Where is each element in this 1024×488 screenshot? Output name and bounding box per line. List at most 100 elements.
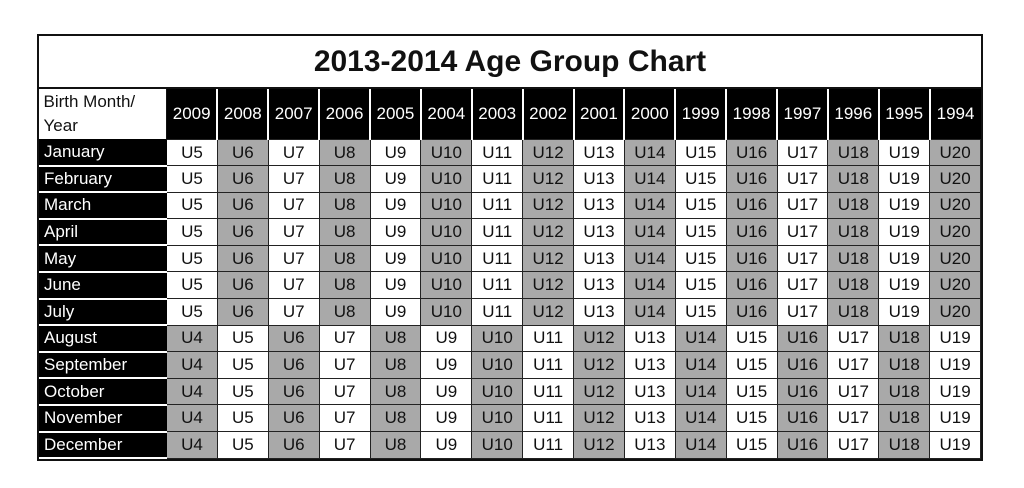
age-group-cell: U12 xyxy=(522,165,574,193)
age-group-cell: U18 xyxy=(827,244,880,273)
month-label: February xyxy=(39,165,167,194)
age-group-cell: U17 xyxy=(827,351,880,379)
age-group-cell: U7 xyxy=(267,165,320,193)
age-group-cell: U6 xyxy=(216,165,269,193)
month-label: November xyxy=(39,404,167,433)
age-group-cell: U12 xyxy=(522,298,574,326)
age-group-cell: U6 xyxy=(267,431,320,459)
age-group-cell: U15 xyxy=(725,351,778,379)
age-group-cell: U6 xyxy=(216,218,269,246)
age-group-cell: U10 xyxy=(420,298,473,326)
age-group-cell: U7 xyxy=(318,431,371,459)
age-group-cell: U14 xyxy=(674,377,727,406)
age-group-cell: U20 xyxy=(929,165,981,193)
age-group-cell: U15 xyxy=(674,138,727,167)
age-group-cell: U19 xyxy=(929,404,981,433)
age-group-cell: U19 xyxy=(929,377,981,406)
age-group-cell: U12 xyxy=(573,404,625,433)
age-group-cell: U18 xyxy=(878,431,931,459)
age-group-cell: U11 xyxy=(522,431,574,459)
age-group-cell: U10 xyxy=(420,218,473,246)
corner-label: Birth Month/ Year xyxy=(39,89,167,140)
age-group-cell: U8 xyxy=(318,191,371,220)
age-group-cell: U5 xyxy=(166,271,218,300)
age-group-cell: U16 xyxy=(776,351,829,379)
year-header: 1994 xyxy=(929,89,981,140)
age-group-cell: U7 xyxy=(318,324,371,353)
age-group-cell: U16 xyxy=(725,138,778,167)
year-header: 2005 xyxy=(370,89,422,140)
age-group-cell: U9 xyxy=(420,324,473,353)
age-group-cell: U6 xyxy=(216,244,269,273)
age-group-cell: U5 xyxy=(216,377,269,406)
age-group-cell: U11 xyxy=(471,244,524,273)
age-group-cell: U7 xyxy=(267,271,320,300)
age-group-cell: U14 xyxy=(623,138,676,167)
age-group-cell: U9 xyxy=(420,404,473,433)
month-label: September xyxy=(39,351,167,380)
age-group-cell: U18 xyxy=(878,404,931,433)
age-group-cell: U9 xyxy=(420,377,473,406)
age-group-cell: U19 xyxy=(929,324,981,353)
table-row: September U4 U5 U6 U7 U8 U9 U10 U11 U12 U13 U14 U15 U… xyxy=(39,351,981,380)
age-group-cell: U15 xyxy=(674,218,727,246)
age-group-cell: U14 xyxy=(623,244,676,273)
age-group-cell: U19 xyxy=(878,218,931,246)
year-header: 1998 xyxy=(726,89,778,140)
age-group-cell: U19 xyxy=(878,244,931,273)
age-group-cell: U5 xyxy=(216,431,269,459)
age-group-cell: U7 xyxy=(318,377,371,406)
month-label: May xyxy=(39,244,167,273)
month-label: October xyxy=(39,377,167,406)
age-group-cell: U19 xyxy=(878,271,931,300)
age-group-cell: U6 xyxy=(267,351,320,379)
age-group-cell: U14 xyxy=(623,298,676,326)
age-group-cell: U10 xyxy=(471,324,524,353)
age-group-cell: U10 xyxy=(420,244,473,273)
age-group-cell: U20 xyxy=(929,298,981,326)
table-row: January U5 U6 U7 U8 U9 U10 U11 U12 U13 U14 U15 U16 U1… xyxy=(39,138,981,167)
age-group-cell: U20 xyxy=(929,138,981,167)
age-group-cell: U13 xyxy=(623,351,676,379)
age-group-cell: U16 xyxy=(776,431,829,459)
age-group-cell: U11 xyxy=(471,138,524,167)
age-group-cell: U10 xyxy=(471,377,524,406)
age-group-cell: U7 xyxy=(267,218,320,246)
age-group-cell: U16 xyxy=(776,404,829,433)
age-group-cell: U5 xyxy=(166,138,218,167)
age-group-cell: U12 xyxy=(522,191,574,220)
age-group-cell: U9 xyxy=(369,138,422,167)
age-group-cell: U8 xyxy=(369,431,422,459)
age-group-cell: U13 xyxy=(573,138,625,167)
age-group-cell: U7 xyxy=(267,244,320,273)
age-group-cell: U18 xyxy=(878,351,931,379)
age-group-cell: U14 xyxy=(674,324,727,353)
year-header: 2009 xyxy=(166,89,219,140)
age-group-cell: U6 xyxy=(216,271,269,300)
age-group-cell: U13 xyxy=(573,271,625,300)
age-group-cell: U17 xyxy=(776,191,829,220)
table-row: March U5 U6 U7 U8 U9 U10 U11 U12 U13 U14 U15 U16 U17 U… xyxy=(39,191,981,220)
month-label: April xyxy=(39,218,167,247)
age-group-cell: U8 xyxy=(318,298,371,326)
month-label: December xyxy=(39,431,167,460)
year-header: 2002 xyxy=(522,89,575,140)
age-group-cell: U8 xyxy=(318,138,371,167)
chart-title: 2013-2014 Age Group Chart xyxy=(39,36,981,89)
age-group-cell: U5 xyxy=(216,324,269,353)
age-group-cell: U15 xyxy=(674,191,727,220)
age-group-cell: U13 xyxy=(623,377,676,406)
table-row: August U4 U5 U6 U7 U8 U9 U10 U11 U12 U13 U14 U15 U16 U… xyxy=(39,324,981,353)
age-group-cell: U14 xyxy=(623,165,676,193)
age-group-cell: U15 xyxy=(674,271,727,300)
age-group-cell: U8 xyxy=(318,165,371,193)
age-group-cell: U13 xyxy=(573,165,625,193)
age-group-cell: U9 xyxy=(369,191,422,220)
header-row: Birth Month/ Year 2009 2008 2007 2006 2005 20… xyxy=(39,89,981,140)
month-label: July xyxy=(39,298,167,327)
age-group-cell: U5 xyxy=(166,165,218,193)
age-group-cell: U10 xyxy=(420,138,473,167)
year-header: 2004 xyxy=(420,89,473,140)
age-group-cell: U10 xyxy=(471,431,524,459)
age-group-cell: U8 xyxy=(369,404,422,433)
